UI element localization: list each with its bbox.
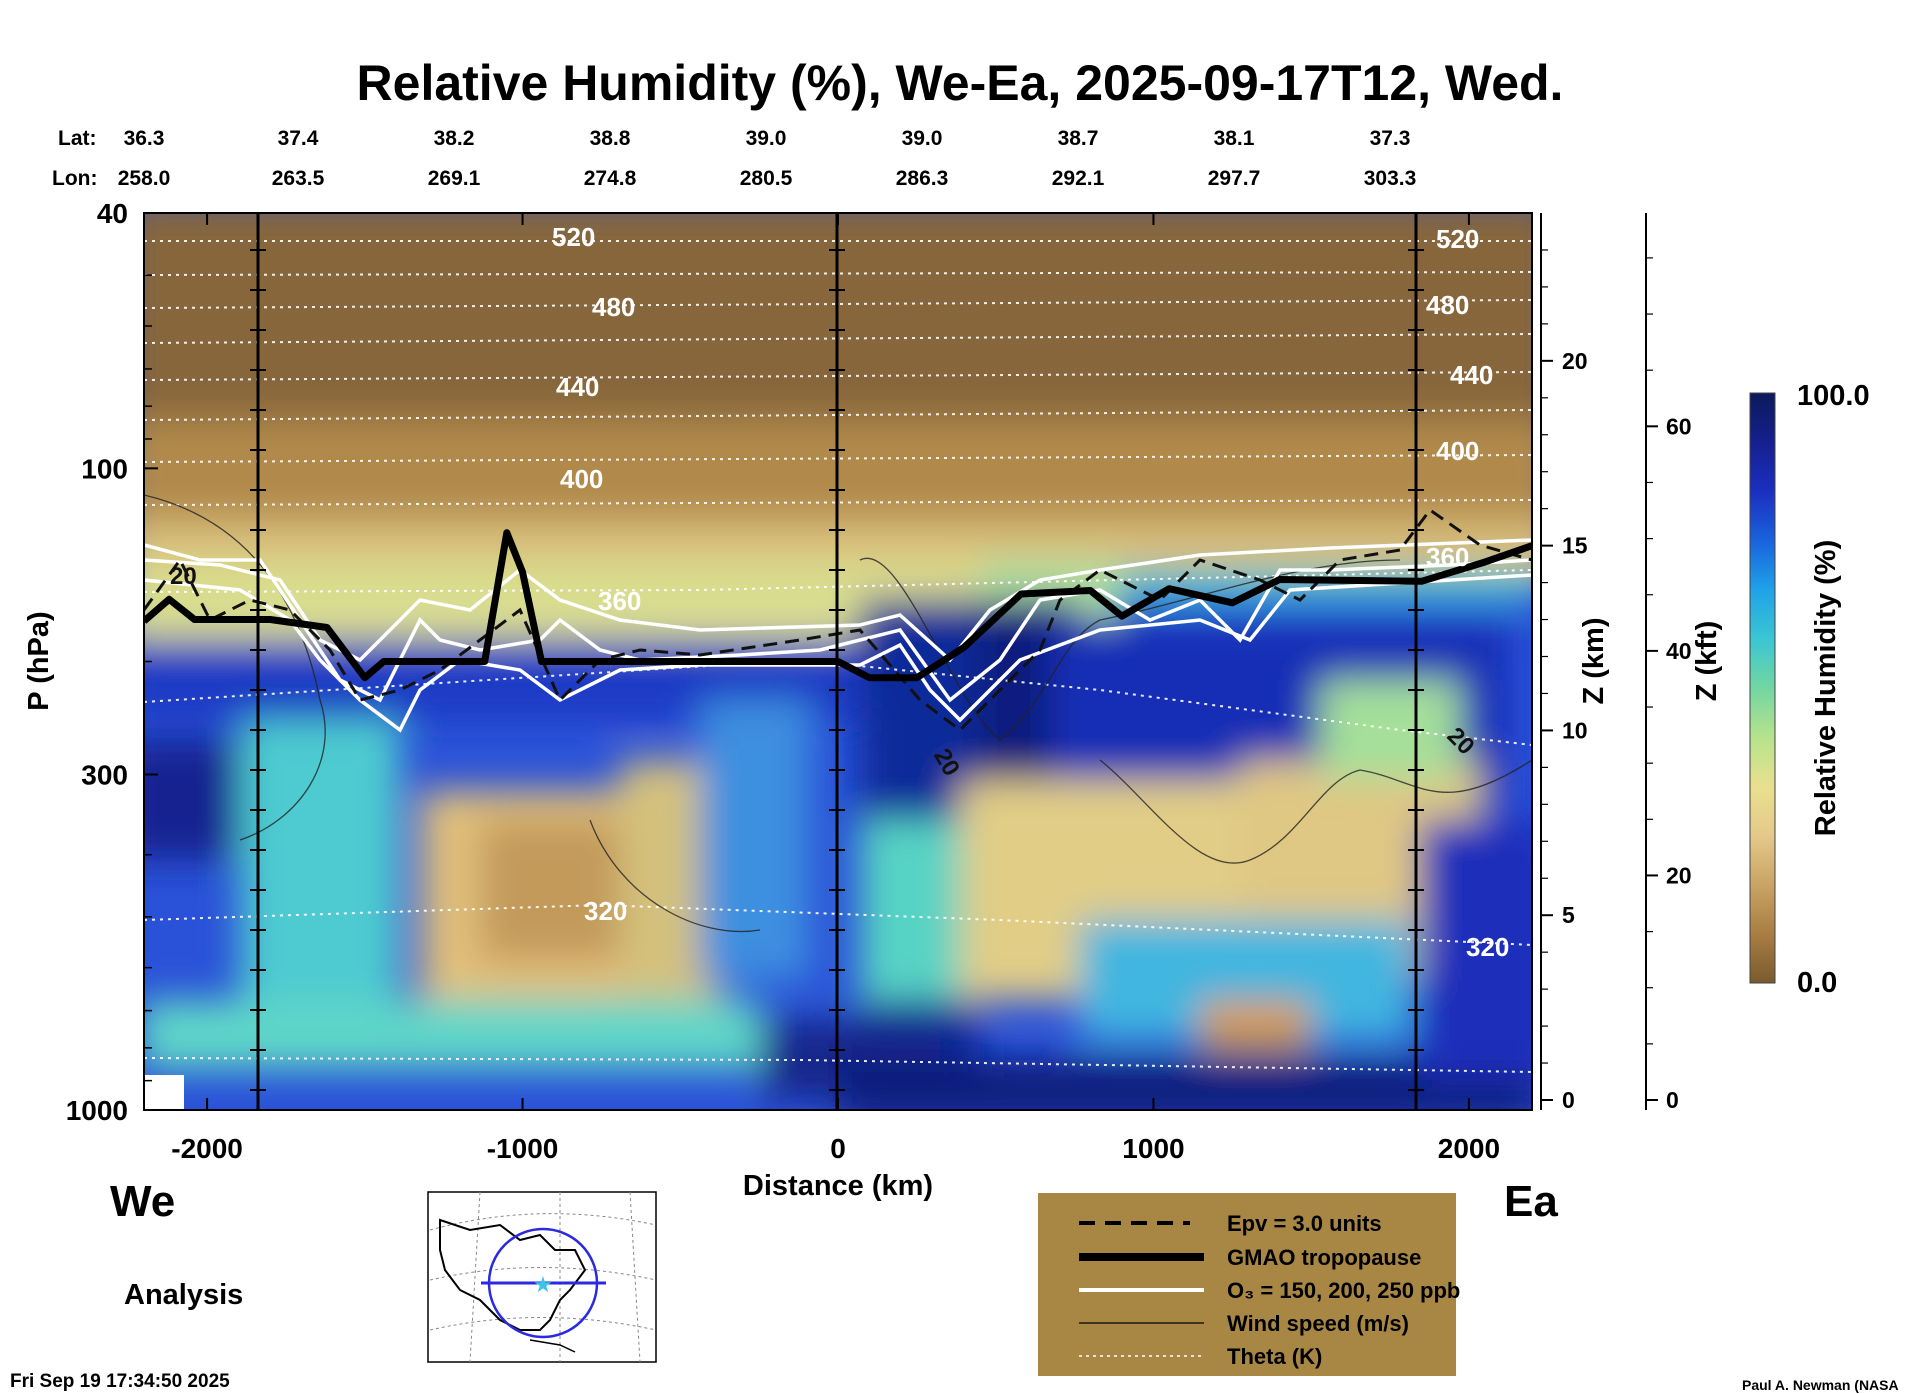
lon-label: Lon:	[52, 167, 97, 190]
z-km-label: Z (km)	[1578, 618, 1610, 705]
colorbar-max: 100.0	[1797, 380, 1870, 412]
theta-label-320-right: 320	[1466, 932, 1509, 962]
theta-label-440-right: 440	[1450, 360, 1493, 390]
lat-value: 37.4	[278, 127, 319, 150]
theta-label-400-right: 400	[1436, 436, 1479, 466]
chart-title: Relative Humidity (%), We-Ea, 2025-09-17…	[357, 55, 1564, 111]
x-axis-label: Distance (km)	[743, 1170, 933, 1202]
lon-value: 292.1	[1052, 167, 1105, 190]
rh-field: 520 480 440 400 360 320 520 480 440 400 …	[144, 213, 1532, 1110]
lat-value: 38.1	[1214, 127, 1255, 150]
credit: Paul A. Newman (NASA	[1742, 1377, 1899, 1393]
x-tick-label: -1000	[487, 1133, 559, 1164]
z-km-tick-label: 15	[1562, 533, 1588, 559]
z-kft-tick-label: 20	[1666, 862, 1692, 888]
lon-value: 280.5	[740, 167, 793, 190]
y-tick-label: 300	[81, 759, 128, 790]
lon-value: 303.3	[1364, 167, 1417, 190]
z-kft-tick-label: 40	[1666, 638, 1692, 664]
x-tick-label: 0	[830, 1133, 846, 1164]
lat-value: 36.3	[124, 127, 165, 150]
theta-label-520: 520	[552, 222, 595, 252]
theta-label-360-right: 360	[1426, 542, 1469, 572]
lat-value: 38.7	[1058, 127, 1099, 150]
y-tick-label: 100	[81, 453, 128, 484]
lat-value: 39.0	[746, 127, 787, 150]
lon-value: 286.3	[896, 167, 949, 190]
inset-center-star-icon: ★	[533, 1273, 553, 1298]
legend-tropopause: GMAO tropopause	[1227, 1245, 1421, 1270]
x-tick-label: 1000	[1122, 1133, 1184, 1164]
lat-value: 39.0	[902, 127, 943, 150]
lat-lon-header: 36.3 37.4 38.2 38.8 39.0 39.0 38.7 38.1 37.3 258.…	[118, 127, 1417, 190]
reference-line-ticks	[250, 249, 1424, 1091]
epv-contour	[144, 507, 1532, 732]
y-axis-ticks: 40 100 300 1000	[66, 198, 158, 1126]
wind-speed-contours	[144, 494, 1532, 933]
lat-label: Lat:	[58, 127, 97, 150]
theta-label-440: 440	[556, 372, 599, 402]
x-axis-ticks: -2000 -1000 0 1000 2000	[171, 213, 1500, 1164]
lon-value: 274.8	[584, 167, 637, 190]
lon-value: 269.1	[428, 167, 481, 190]
z-kft-tick-label: 0	[1666, 1087, 1679, 1113]
colorbar-min: 0.0	[1797, 967, 1837, 999]
east-label: Ea	[1504, 1177, 1558, 1226]
legend: Epv = 3.0 units GMAO tropopause O₃ = 150…	[1038, 1193, 1460, 1376]
z-kft-label: Z (kft)	[1691, 621, 1723, 702]
z-km-tick-label: 20	[1562, 348, 1588, 374]
theta-label-400: 400	[560, 464, 603, 494]
legend-wind: Wind speed (m/s)	[1227, 1311, 1409, 1336]
y-tick-label: 1000	[66, 1095, 128, 1126]
inset-map: ★	[427, 1191, 657, 1363]
theta-contour-labels: 520 480 440 400 360 320 520 480 440 400 …	[552, 222, 1509, 962]
z-km-ticks: 0 5 10 15 20	[1541, 249, 1588, 1113]
gmao-tropopause-line	[144, 529, 1532, 682]
z-kft-ticks: 0 20 40 60	[1646, 257, 1692, 1113]
ozone-contours	[144, 538, 1532, 733]
x-tick-label: 2000	[1438, 1133, 1500, 1164]
legend-epv: Epv = 3.0 units	[1227, 1211, 1382, 1236]
x-tick-label: -2000	[171, 1133, 243, 1164]
lat-value: 38.2	[434, 127, 475, 150]
lon-value: 263.5	[272, 167, 325, 190]
theta-label-520-right: 520	[1436, 224, 1479, 254]
colorbar-label: Relative Humidity (%)	[1810, 540, 1842, 837]
theta-label-320: 320	[584, 896, 627, 926]
lon-value: 258.0	[118, 167, 171, 190]
timestamp: Fri Sep 19 17:34:50 2025	[10, 1371, 230, 1392]
colorbar	[1749, 392, 1776, 984]
wind-label-left: 20	[170, 563, 197, 590]
legend-theta: Theta (K)	[1227, 1344, 1322, 1369]
z-km-tick-label: 0	[1562, 1087, 1575, 1113]
z-km-tick-label: 5	[1562, 902, 1575, 928]
legend-ozone: O₃ = 150, 200, 250 ppb	[1227, 1278, 1460, 1303]
reference-lines	[256, 213, 1418, 1110]
theta-label-360: 360	[598, 586, 641, 616]
theta-label-480: 480	[592, 292, 635, 322]
theta-label-480-right: 480	[1426, 290, 1469, 320]
y-tick-label: 40	[97, 198, 128, 229]
analysis-label: Analysis	[124, 1279, 243, 1311]
z-km-tick-label: 10	[1562, 717, 1588, 743]
z-kft-tick-label: 60	[1666, 413, 1692, 439]
west-label: We	[110, 1177, 175, 1226]
lat-value: 37.3	[1370, 127, 1411, 150]
lat-value: 38.8	[590, 127, 631, 150]
y-axis-label: P (hPa)	[23, 611, 55, 710]
coastline	[439, 1218, 587, 1331]
theta-isolines	[144, 240, 1532, 1073]
lon-value: 297.7	[1208, 167, 1261, 190]
